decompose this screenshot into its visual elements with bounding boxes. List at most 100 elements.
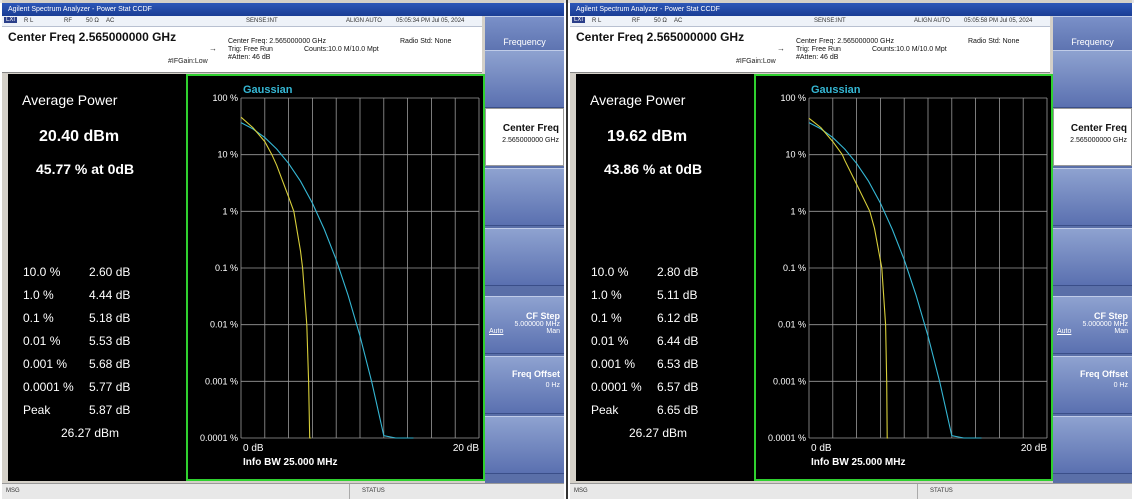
ccdf-stats: Average Power 20.40 dBm 45.77 % at 0dB 1… <box>8 74 186 481</box>
stat-percent: 0.01 % <box>23 334 61 348</box>
status-row: LXI R L RF 50 Ω AC SENSE:INT ALIGN AUTO … <box>2 16 482 27</box>
status-sense: SENSE:INT <box>246 18 278 24</box>
ccdf-stat-row: 0.01 % 5.53 dB <box>23 334 130 348</box>
stat-db: 6.57 dB <box>657 380 699 394</box>
stat-percent: 0.1 % <box>23 311 54 325</box>
status-align: ALIGN AUTO <box>346 18 382 24</box>
y-tick-label: 0.0001 % <box>200 433 238 443</box>
peak-dbm: 26.27 dBm <box>61 426 120 440</box>
stat-db: 5.11 dB <box>657 288 698 302</box>
y-tick-label: 0.1 % <box>783 263 806 273</box>
ccdf-stat-row: 0.0001 % 6.57 dB <box>591 380 698 394</box>
center-freq-softkey[interactable]: Center Freq 2.565000000 GHz <box>1053 108 1132 166</box>
x-tick-label: 20 dB <box>1021 443 1047 454</box>
status-row: LXI R L RF 50 Ω AC SENSE:INT ALIGN AUTO … <box>570 16 1050 27</box>
atten-info: #Atten: 46 dB <box>796 54 839 61</box>
auto-option[interactable]: Auto <box>1057 328 1072 335</box>
softkey-panel: Frequency Center Freq 2.565000000 GHz CF… <box>485 16 564 483</box>
peak-dbm: 26.27 dBm <box>629 426 688 440</box>
stat-percent: 10.0 % <box>23 265 61 279</box>
stat-db: 5.53 dB <box>89 334 131 348</box>
window-title: Agilent Spectrum Analyzer - Power Stat C… <box>2 3 564 16</box>
x-axis-label: Info BW 25.000 MHz <box>811 457 905 468</box>
status-rl: R L <box>24 18 34 24</box>
freq-offset-softkey[interactable]: Freq Offset 0 Hz <box>485 356 564 414</box>
softkey-value: 0 Hz <box>1113 382 1128 389</box>
y-tick-label: 0.01 % <box>210 320 238 330</box>
atten-info: #Atten: 46 dB <box>228 54 271 61</box>
status-datetime: 05:05:58 PM Jul 05, 2024 <box>964 18 1033 24</box>
y-tick-label: 10 % <box>217 150 238 160</box>
trigger-arrow-icon: → <box>209 44 217 53</box>
x-tick-label: 20 dB <box>453 443 479 454</box>
ccdf-stat-row: Peak 6.65 dB <box>591 403 698 417</box>
ccdf-stat-row: 10.0 % 2.60 dB <box>23 265 130 279</box>
msg-label: MSG <box>574 488 588 494</box>
status-rf: RF <box>632 18 640 24</box>
softkey-blank[interactable] <box>485 168 564 226</box>
measurement-panel: Average Power 20.40 dBm 45.77 % at 0dB 1… <box>8 74 485 481</box>
lxi-badge: LXI <box>4 17 18 23</box>
radio-std: Radio Std: None <box>968 38 1020 45</box>
stat-db: 6.12 dB <box>657 311 699 325</box>
trigger-arrow-icon: → <box>777 44 785 53</box>
average-power-pct: 43.86 % at 0dB <box>604 161 703 177</box>
status-separator <box>349 484 350 499</box>
status-impedance: 50 Ω <box>86 18 99 24</box>
average-power-label: Average Power <box>22 92 118 108</box>
series-line-gaussian <box>240 122 414 439</box>
center-freq-info: Center Freq: 2.565000000 GHz <box>796 38 895 45</box>
ccdf-stat-row: 0.001 % 6.53 dB <box>591 357 698 371</box>
softkey-blank[interactable] <box>1053 168 1132 226</box>
status-sense: SENSE:INT <box>814 18 846 24</box>
ccdf-stats: Average Power 19.62 dBm 43.86 % at 0dB 1… <box>576 74 754 481</box>
softkey-blank[interactable] <box>1053 228 1132 286</box>
y-tick-label: 1 % <box>222 206 238 216</box>
average-power-dbm: 19.62 dBm <box>607 128 688 145</box>
series-line-gaussian <box>808 122 982 439</box>
ccdf-stat-row: 0.1 % 5.18 dB <box>23 311 130 325</box>
ccdf-stat-row: 1.0 % 4.44 dB <box>23 288 130 302</box>
man-option[interactable]: Man <box>1114 328 1128 335</box>
ccdf-chart: 100 % 10 % 1 % 0.1 % 0.01 % 0.001 % 0.0001 % 0 … <box>200 84 480 468</box>
window-title: Agilent Spectrum Analyzer - Power Stat C… <box>570 3 1132 16</box>
y-tick-label: 100 % <box>212 93 238 103</box>
softkey-blank <box>485 50 564 108</box>
stat-db: 4.44 dB <box>89 288 131 302</box>
auto-man-toggle[interactable]: Auto Man <box>485 328 560 335</box>
ccdf-stat-row: 0.1 % 6.12 dB <box>591 311 698 325</box>
series-line-measured <box>808 117 889 439</box>
softkey-label: CF Step <box>525 311 560 321</box>
softkey-blank[interactable] <box>485 228 564 286</box>
trig-info: Trig: Free Run <box>228 46 273 53</box>
status-impedance: 50 Ω <box>654 18 667 24</box>
average-power-pct: 45.77 % at 0dB <box>36 161 135 177</box>
softkey-label: Center Freq <box>502 123 559 134</box>
average-power-label: Average Power <box>590 92 686 108</box>
freq-offset-softkey[interactable]: Freq Offset 0 Hz <box>1053 356 1132 414</box>
center-freq-softkey[interactable]: Center Freq 2.565000000 GHz <box>485 108 564 166</box>
cf-step-softkey[interactable]: CF Step 5.000000 MHz Auto Man <box>485 296 564 354</box>
stat-db: 5.87 dB <box>89 403 131 417</box>
y-tick-label: 100 % <box>780 93 806 103</box>
stat-percent: 1.0 % <box>591 288 622 302</box>
cf-step-softkey[interactable]: CF Step 5.000000 MHz Auto Man <box>1053 296 1132 354</box>
softkey-blank[interactable] <box>485 416 564 474</box>
center-freq-title: Center Freq 2.565000000 GHz <box>576 30 745 44</box>
softkey-blank[interactable] <box>1053 416 1132 474</box>
ccdf-stat-row: 0.001 % 5.68 dB <box>23 357 130 371</box>
auto-option[interactable]: Auto <box>489 328 504 335</box>
ccdf-stat-row: Peak 5.87 dB <box>23 403 130 417</box>
ccdf-stat-row: 0.01 % 6.44 dB <box>591 334 698 348</box>
stat-percent: 1.0 % <box>23 288 54 302</box>
ccdf-stat-row: 10.0 % 2.80 dB <box>591 265 698 279</box>
status-separator <box>917 484 918 499</box>
softkey-label: CF Step <box>1093 311 1128 321</box>
stat-db: 6.44 dB <box>657 334 699 348</box>
stat-percent: Peak <box>591 403 619 417</box>
bottom-status-bar: MSG STATUS <box>2 483 564 499</box>
man-option[interactable]: Man <box>546 328 560 335</box>
stat-db: 2.60 dB <box>89 265 131 279</box>
status-label: STATUS <box>362 488 385 494</box>
auto-man-toggle[interactable]: Auto Man <box>1053 328 1128 335</box>
